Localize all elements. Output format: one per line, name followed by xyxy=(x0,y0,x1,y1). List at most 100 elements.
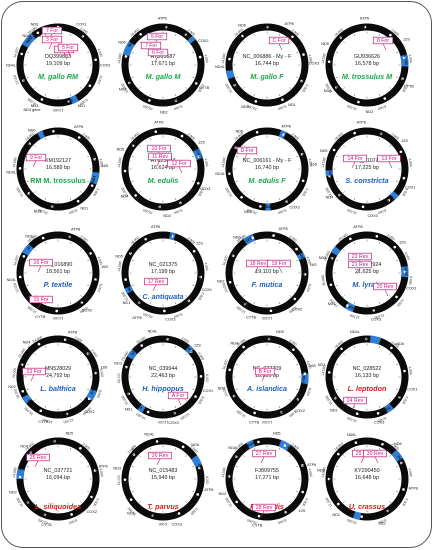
position-tick-label: 18,000 xyxy=(13,388,20,399)
gene-label-on-ring: COX1 xyxy=(396,455,404,465)
position-tick-label: 6,000 xyxy=(190,507,199,516)
trna-mark xyxy=(124,278,127,281)
trna-mark xyxy=(292,348,295,351)
trna-mark xyxy=(94,58,97,62)
genome-length-label: 18,561 bp xyxy=(46,269,70,275)
trna-mark xyxy=(178,201,182,205)
trna-mark xyxy=(334,396,337,400)
gene-label-outside: COX2 xyxy=(82,308,92,312)
ring-tick-mark xyxy=(278,33,281,36)
position-tick-label: 14,000 xyxy=(117,157,123,168)
trna-mark xyxy=(328,174,332,178)
ring-tick-mark xyxy=(174,447,177,450)
genome-length-label: 19,110 bp xyxy=(255,269,279,275)
position-tick-label: 6,000 xyxy=(401,84,409,93)
trna-mark xyxy=(94,278,97,281)
trna-mark xyxy=(93,469,97,472)
position-tick-label: 6,000 xyxy=(301,498,309,507)
accession-label: NC_006161 - My - F xyxy=(243,158,293,164)
trna-mark xyxy=(165,25,168,29)
position-tick-label: 10,000 xyxy=(246,104,257,111)
trna-mark xyxy=(372,309,375,312)
ring-tick-mark xyxy=(343,501,345,503)
position-tick-label: 18,000 xyxy=(236,234,247,243)
ring-tick-mark xyxy=(335,76,338,79)
ring-tick-mark xyxy=(253,302,256,305)
gene-label-outside: COX2 xyxy=(87,510,97,514)
gene-label-outside: 12S xyxy=(299,509,306,513)
genome-length-label: 22,463 bp xyxy=(151,373,175,379)
species-label: L. leptodon xyxy=(348,384,387,393)
position-tick-label: 4,000 xyxy=(204,54,209,63)
gene-label-outside: ND1 xyxy=(288,103,296,107)
ring-tick-mark xyxy=(335,51,338,54)
trna-mark xyxy=(300,79,303,83)
ring-tick-mark xyxy=(69,508,72,511)
gene-label-on-ring: ND4 xyxy=(135,402,143,410)
trna-mark xyxy=(329,283,333,287)
ring-tick-mark xyxy=(149,508,152,511)
gene-label-outside: 12S xyxy=(198,140,205,144)
primer-label: 13 For xyxy=(382,156,397,162)
genome-panel: ND1 ND2 ND3 ND4 ND4L ND5 ND6 ATP6 ATP8 12S 16S COX1… xyxy=(317,433,418,526)
gene-label-on-ring: CYTB xyxy=(302,375,307,385)
ring-tick-mark xyxy=(335,465,338,468)
position-tick-label: 2,000 xyxy=(291,132,300,141)
control-region-arc xyxy=(246,439,256,450)
position-tick-label: 14,000 xyxy=(221,157,227,168)
gene-label-outside: COX1 xyxy=(203,389,213,393)
genome-length-label: 17,271 bp xyxy=(255,475,279,481)
ring-tick-mark xyxy=(131,180,134,183)
trna-mark xyxy=(67,100,70,103)
gene-label-on-ring: COX1 xyxy=(394,142,403,152)
gene-label-on-ring: ND6 xyxy=(18,463,24,471)
primer-label: 7 For xyxy=(46,28,58,34)
gene-label-on-ring: ND1 xyxy=(384,301,392,308)
ring-tick-mark xyxy=(131,388,134,391)
gene-label-on-ring: ATP8 xyxy=(246,441,256,448)
trna-mark xyxy=(29,451,32,454)
genome-ring xyxy=(16,231,100,315)
genome-panel: COX1 COX2 COX3 CYTB ND1 ND2 ND3 ND4 ND4L ND5 ND6 AT… xyxy=(318,330,418,425)
trna-mark xyxy=(293,297,297,301)
control-region-arc xyxy=(137,404,146,414)
genome-length-label: 16,589 bp xyxy=(46,165,70,171)
gene-label-on-ring: CYTB xyxy=(197,464,204,475)
ring-tick-mark xyxy=(174,345,177,348)
gene-label-outside: 12S xyxy=(196,242,203,246)
ring-tick-mark xyxy=(235,180,238,183)
trna-mark xyxy=(272,234,275,237)
primer-pointer xyxy=(32,160,37,168)
gene-label-outside: ND3 xyxy=(241,105,249,109)
ring-tick-mark xyxy=(243,145,245,147)
control-region-arc xyxy=(124,285,134,294)
ring-tick-mark xyxy=(278,508,281,511)
gene-label-on-ring: ND3 xyxy=(281,199,289,206)
gene-label-on-ring: ND6 xyxy=(226,167,230,174)
ring-tick-mark xyxy=(278,198,281,201)
gene-label-on-ring: ND6 xyxy=(122,467,128,475)
position-tick-label: 12,000 xyxy=(27,305,38,314)
ring-tick-mark xyxy=(389,249,391,251)
primer-pointer xyxy=(384,289,389,297)
gene-label-on-ring: ATP6 xyxy=(329,456,337,466)
gene-label-on-ring: 16S xyxy=(147,338,155,344)
gene-label-on-ring: ND3 xyxy=(369,100,377,105)
primer-label: 8 For xyxy=(377,38,389,44)
gene-label-on-ring: ND4L xyxy=(19,381,25,392)
gene-label-outside: ND3 xyxy=(318,363,326,367)
position-tick-label: 6,000 xyxy=(97,283,103,292)
extra-label: ATP8 xyxy=(132,316,141,320)
gene-label-outside: ND4 xyxy=(20,445,28,449)
gene-label-on-ring: 16S xyxy=(360,233,367,238)
genome-panel: ND5 ND6 ATP6 ATP8 12S 16S COX1 COX2 COX3 CYTB ND1 N… xyxy=(115,225,212,322)
gene-label-on-ring: 12S xyxy=(168,440,176,445)
gene-label-on-ring: ND4 xyxy=(364,515,371,519)
gene-label-on-ring: CYTB xyxy=(94,468,100,479)
ring-tick-mark xyxy=(185,145,187,147)
ring-tick-mark xyxy=(26,284,29,287)
trna-mark xyxy=(302,53,305,56)
ring-tick-mark xyxy=(26,490,29,493)
genome-ring xyxy=(225,231,309,315)
ring-tick-mark xyxy=(353,241,356,244)
